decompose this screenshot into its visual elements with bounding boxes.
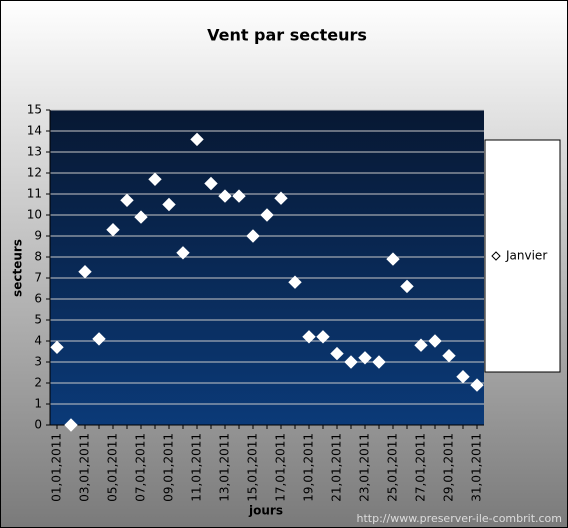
x-tick-label: 13,01,2011 — [218, 433, 232, 502]
y-tick-label: 13 — [27, 145, 42, 159]
y-tick-label: 9 — [34, 229, 42, 243]
y-tick-label: 5 — [34, 313, 42, 327]
x-tick-label: 07,01,2011 — [134, 433, 148, 502]
y-axis-title: secteurs — [11, 239, 25, 297]
y-tick-label: 4 — [34, 334, 42, 348]
x-tick-label: 15,01,2011 — [246, 433, 260, 502]
data-point — [442, 348, 456, 363]
y-tick-label: 7 — [34, 271, 42, 285]
data-point — [50, 340, 64, 355]
legend-label: Janvier — [505, 249, 547, 263]
data-point — [246, 229, 260, 243]
x-tick-label: 09,01,2011 — [162, 433, 176, 502]
y-tick-label: 2 — [34, 376, 42, 390]
x-axis-title: jours — [248, 504, 283, 518]
data-point — [92, 332, 106, 346]
data-point — [148, 172, 162, 187]
x-tick-label: 17,01,2011 — [274, 433, 288, 502]
data-point — [428, 334, 442, 348]
data-point — [330, 346, 344, 361]
y-tick-label: 15 — [27, 103, 42, 117]
chart-title: Vent par secteurs — [207, 26, 367, 45]
data-point — [302, 330, 316, 344]
x-tick-label: 19,01,2011 — [302, 433, 316, 502]
data-point — [176, 246, 190, 260]
data-point — [204, 176, 218, 191]
y-tick-label: 1 — [34, 397, 42, 411]
y-tick-label: 0 — [34, 418, 42, 432]
legend — [484, 139, 561, 373]
x-tick-label: 27,01,2011 — [414, 433, 428, 502]
y-tick-label: 6 — [34, 292, 42, 306]
data-point — [372, 355, 386, 369]
legend-box — [484, 139, 561, 373]
data-point — [106, 222, 120, 237]
y-tick-label: 12 — [27, 166, 42, 180]
x-tick-label: 21,01,2011 — [330, 433, 344, 502]
x-tick-label: 05,01,2011 — [106, 433, 120, 502]
y-tick-label: 14 — [27, 124, 42, 138]
x-tick-label: 23,01,2011 — [358, 433, 372, 502]
data-point — [456, 369, 470, 384]
data-point — [190, 132, 204, 147]
data-point — [120, 193, 134, 208]
data-point — [260, 208, 274, 222]
data-point — [274, 191, 288, 205]
y-tick-label: 11 — [27, 187, 42, 201]
data-point — [344, 355, 358, 369]
x-tick-label: 01,01,2011 — [50, 433, 64, 502]
data-point — [162, 197, 176, 212]
y-tick-label: 8 — [34, 250, 42, 264]
y-tick-label: 10 — [27, 208, 42, 222]
x-tick-label: 29,01,2011 — [442, 433, 456, 502]
x-tick-label: 03,01,2011 — [78, 433, 92, 502]
y-tick-label: 3 — [34, 355, 42, 369]
data-point — [400, 279, 414, 294]
data-point — [386, 252, 400, 266]
data-point — [218, 189, 232, 203]
x-tick-label: 11,01,2011 — [190, 433, 204, 502]
data-point — [78, 264, 92, 279]
data-point — [316, 330, 330, 344]
data-point — [134, 210, 148, 224]
watermark: http://www.preserver-ile-combrit.com — [357, 512, 563, 525]
data-point — [470, 378, 484, 392]
data-point — [232, 189, 246, 203]
data-point — [358, 351, 372, 365]
data-point — [64, 418, 78, 432]
legend-marker — [491, 251, 501, 261]
x-tick-label: 31,01,2011 — [470, 433, 484, 502]
x-tick-label: 25,01,2011 — [386, 433, 400, 502]
data-point — [288, 275, 302, 289]
data-point — [414, 338, 428, 352]
plot-area — [50, 110, 484, 425]
